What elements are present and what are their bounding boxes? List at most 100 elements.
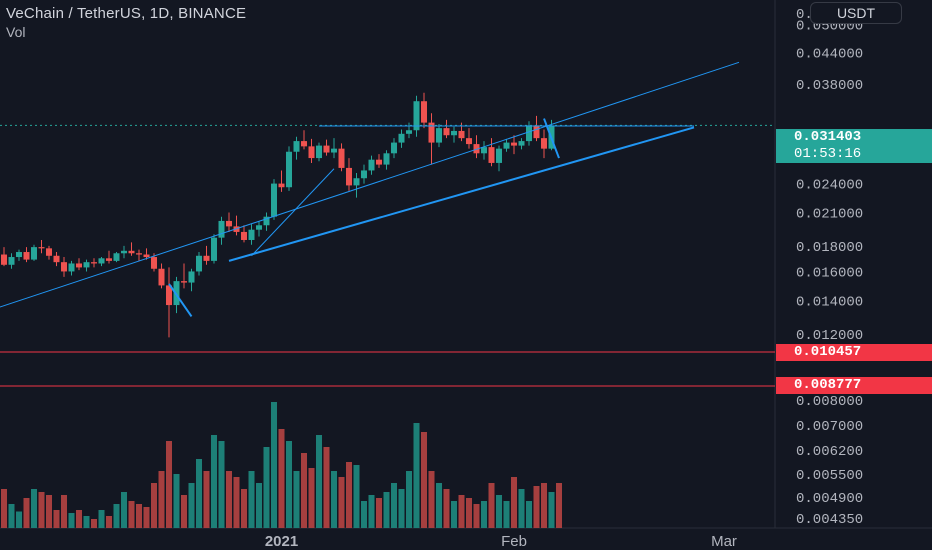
volume-bar [46,495,52,528]
candle-body [38,247,45,249]
candle-body [526,125,532,142]
candle-body [436,128,442,143]
volume-bar [436,483,442,528]
volume-bar [1,489,7,528]
volume-tick-label: 0.007000 [796,419,863,435]
volume-tick-label: 0.005500 [796,468,863,484]
candle-body [443,128,450,136]
volume-bar [23,498,30,528]
current-price-badge: 0.031403 [776,129,932,146]
volume-bar [308,468,315,528]
volume-bar [338,477,345,528]
candle-body [181,281,187,283]
volume-bar [113,504,120,528]
candle-body [241,231,247,240]
candle-body [98,258,105,264]
horizontal-line-label-upper: 0.010457 [776,344,932,361]
candle-body [68,263,75,272]
candle-body [113,253,120,261]
candle-body [143,254,150,258]
volume-bar [263,447,270,528]
currency-button[interactable]: USDT [810,2,902,24]
volume-bar [241,489,247,528]
candle-body [121,250,127,254]
candle-body [301,141,307,147]
volume-bar [143,507,150,528]
trendline [168,283,193,318]
candle-body [383,153,390,165]
candle-body [136,253,142,255]
candle-body [451,130,457,136]
volume-bar [526,501,532,528]
volume-bar [98,510,105,528]
candle-body [23,252,30,260]
volume-tick-label: 0.006200 [796,444,863,460]
volume-bar [226,471,232,528]
candle-body [53,255,60,263]
symbol-legend: VeChain / TetherUS, 1D, BINANCE Vol [6,4,246,42]
volume-bar [211,435,217,528]
price-tick-label: 0.014000 [796,294,863,310]
volume-bar [173,474,180,528]
axis-layer: 0.0500000.0440000.0380000.0280000.024000… [265,7,863,550]
volume-bar [316,435,322,528]
volume-bar [278,429,285,528]
volume-bar [458,495,465,528]
candle-body [466,138,472,145]
volume-bar [8,504,15,528]
candle-body [473,144,480,154]
volume-bar [38,492,45,528]
symbol-title[interactable]: VeChain / TetherUS, 1D, BINANCE [6,5,247,22]
volume-bar [271,402,277,528]
volume-bar [181,495,187,528]
candle-body [361,170,367,179]
volume-bar [488,483,495,528]
trendline [0,61,740,308]
trendline [228,126,695,262]
candle-body [428,122,435,143]
candle-body [541,138,547,149]
candle-body [458,130,465,139]
volume-bar [466,498,472,528]
volume-bar [368,495,375,528]
candle-body [518,141,525,146]
volume-bar [421,432,427,528]
volume-bar [548,492,555,528]
candle-body [61,262,67,272]
volume-bar [286,441,292,528]
candle-body [203,255,210,261]
price-tick-label: 0.018000 [796,240,863,256]
candle-body [226,220,232,227]
volume-bar [511,477,517,528]
candle-body [106,258,112,261]
volume-bar [233,477,240,528]
candle-body [346,167,352,186]
price-tick-label: 0.024000 [796,178,863,194]
volume-bar [383,492,390,528]
volume-bar [443,489,450,528]
candle-body [368,159,375,171]
candle-body [286,151,292,188]
candle-body [353,178,360,186]
candle-body [263,216,270,226]
candle-body [413,101,420,131]
candle-body [128,250,135,254]
candle-body [481,147,487,154]
candle-body [496,148,502,163]
price-tick-label: 0.044000 [796,46,863,62]
volume-bar [533,486,540,528]
volume-bar [346,462,352,528]
volume-bar [61,495,67,528]
candle-body [1,254,7,265]
candle-body [421,101,427,123]
candle-body [398,133,405,143]
time-tick-label: 2021 [265,533,298,550]
volume-bar [391,483,397,528]
candle-body [166,285,172,306]
candle-body [488,147,495,163]
volume-bar [203,471,210,528]
candle-body [256,225,262,230]
candle-body [8,257,15,265]
volume-label[interactable]: Vol [6,24,26,40]
